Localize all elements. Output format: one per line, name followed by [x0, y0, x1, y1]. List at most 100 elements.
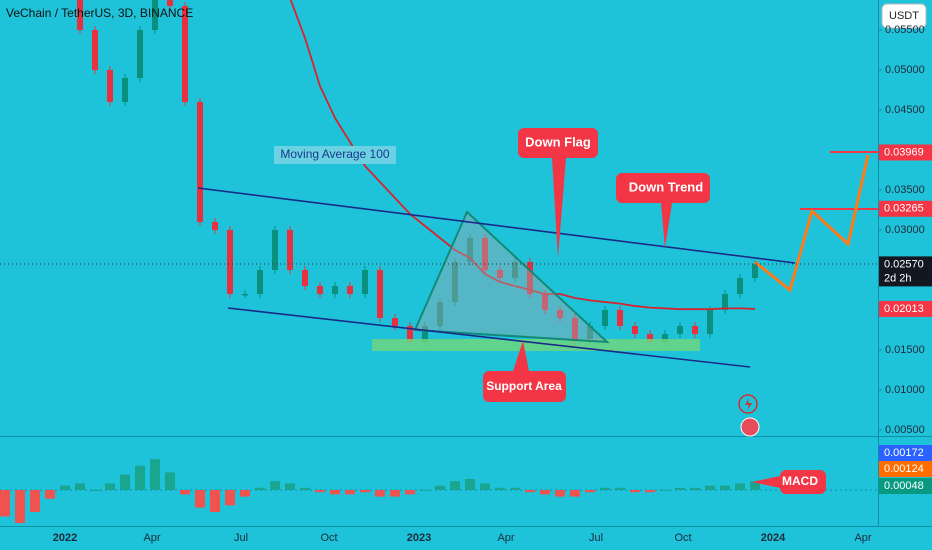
price-tag [879, 300, 932, 317]
price-tag-label: 0.03969 [884, 146, 924, 158]
macd-bar [315, 490, 325, 493]
macd-bar [285, 483, 295, 490]
candle [137, 30, 143, 78]
candle [212, 222, 218, 230]
candle [557, 310, 563, 318]
event-icon[interactable] [740, 417, 760, 437]
macd-bar [390, 490, 400, 497]
macd-tag [879, 478, 932, 494]
y-tick-label: 0.04500 [885, 104, 925, 116]
x-tick-label: 2023 [407, 532, 431, 544]
macd-bar [630, 490, 640, 493]
macd-bar [405, 490, 415, 495]
currency-label: USDT [889, 10, 919, 22]
candle [497, 270, 503, 278]
macd-bar [345, 490, 355, 495]
macd-bar [525, 490, 535, 493]
macd-bar [495, 487, 505, 490]
macd-bar [30, 490, 40, 512]
y-tick-label: 0.05500 [885, 24, 925, 36]
candle [662, 334, 668, 342]
candle [452, 262, 458, 302]
candle [632, 326, 638, 334]
candle [122, 78, 128, 102]
support-zone [372, 339, 700, 351]
callout-text: Down Flag [525, 134, 591, 149]
macd-bar [555, 490, 565, 497]
x-tick-label: Apr [497, 532, 514, 544]
price-tag [879, 144, 932, 161]
macd-bar [375, 490, 385, 497]
macd-bar [180, 490, 190, 495]
candle [182, 6, 188, 102]
ma-label: Moving Average 100 [280, 147, 390, 161]
x-tick-label: 2024 [761, 532, 786, 544]
trendline-lower [227, 307, 751, 368]
candle [392, 318, 398, 326]
price-tag-label: 0.02570 [884, 258, 924, 270]
macd-bar [660, 490, 670, 491]
alert-icon [745, 398, 752, 411]
macd-bar [585, 490, 595, 493]
candle [467, 238, 473, 262]
macd-bar [255, 487, 265, 490]
macd-tag-label: 0.00172 [884, 447, 924, 459]
chart-title: VeChain / TetherUS, 3D, BINANCE [6, 6, 193, 20]
macd-bar [45, 490, 55, 499]
macd-bar [15, 490, 25, 523]
macd-bar [195, 490, 205, 508]
candle [722, 294, 728, 310]
alert-icon[interactable] [738, 394, 758, 414]
candle [152, 0, 158, 30]
macd-bar [135, 465, 145, 490]
candle [542, 294, 548, 310]
axes: 0.05500 0.05000 0.04500 0.03500 0.03000 0.015… [53, 24, 932, 544]
macd-bar [300, 487, 310, 490]
candle [317, 286, 323, 294]
candle [707, 310, 713, 334]
macd-pane [0, 459, 878, 523]
candle [287, 230, 293, 270]
macd-bar [165, 472, 175, 490]
x-tick-label: Oct [674, 532, 691, 544]
y-tick-label: 0.01500 [885, 344, 925, 356]
candle [587, 326, 593, 342]
candle [677, 326, 683, 334]
callout [752, 470, 826, 494]
x-tick-label: 2022 [53, 532, 77, 544]
macd-bar [120, 474, 130, 490]
callout-text: Down Trend [629, 179, 703, 194]
candle [77, 0, 83, 30]
macd-bar [225, 490, 235, 506]
callouts: Moving Average 100 Down Flag Down Trend … [274, 128, 826, 494]
macd-bar [150, 459, 160, 490]
price-tag-label: 0.03265 [884, 203, 924, 215]
callout-text: MACD [782, 474, 818, 488]
callout-text: Support Area [486, 379, 562, 393]
macd-bar [90, 490, 100, 491]
x-tick-label: Oct [320, 532, 337, 544]
macd-bar [705, 485, 715, 490]
candles [77, 0, 758, 346]
candle [272, 230, 278, 270]
x-tick-label: Jul [234, 532, 248, 544]
macd-bar [615, 487, 625, 490]
flag-triangle [413, 210, 610, 344]
macd-bar [435, 485, 445, 490]
candle [437, 302, 443, 326]
candle [362, 270, 368, 294]
macd-bar [450, 481, 460, 490]
ma-line [289, 0, 756, 311]
y-tick-label: 0.05000 [885, 64, 925, 76]
currency-button[interactable] [881, 3, 927, 29]
macd-tag [879, 445, 932, 461]
macd-bar [720, 485, 730, 490]
candle [377, 270, 383, 318]
macd-bar [465, 479, 475, 490]
macd-bar [75, 483, 85, 490]
candle [407, 326, 413, 342]
macd-bar [510, 487, 520, 490]
macd-bar [60, 485, 70, 490]
